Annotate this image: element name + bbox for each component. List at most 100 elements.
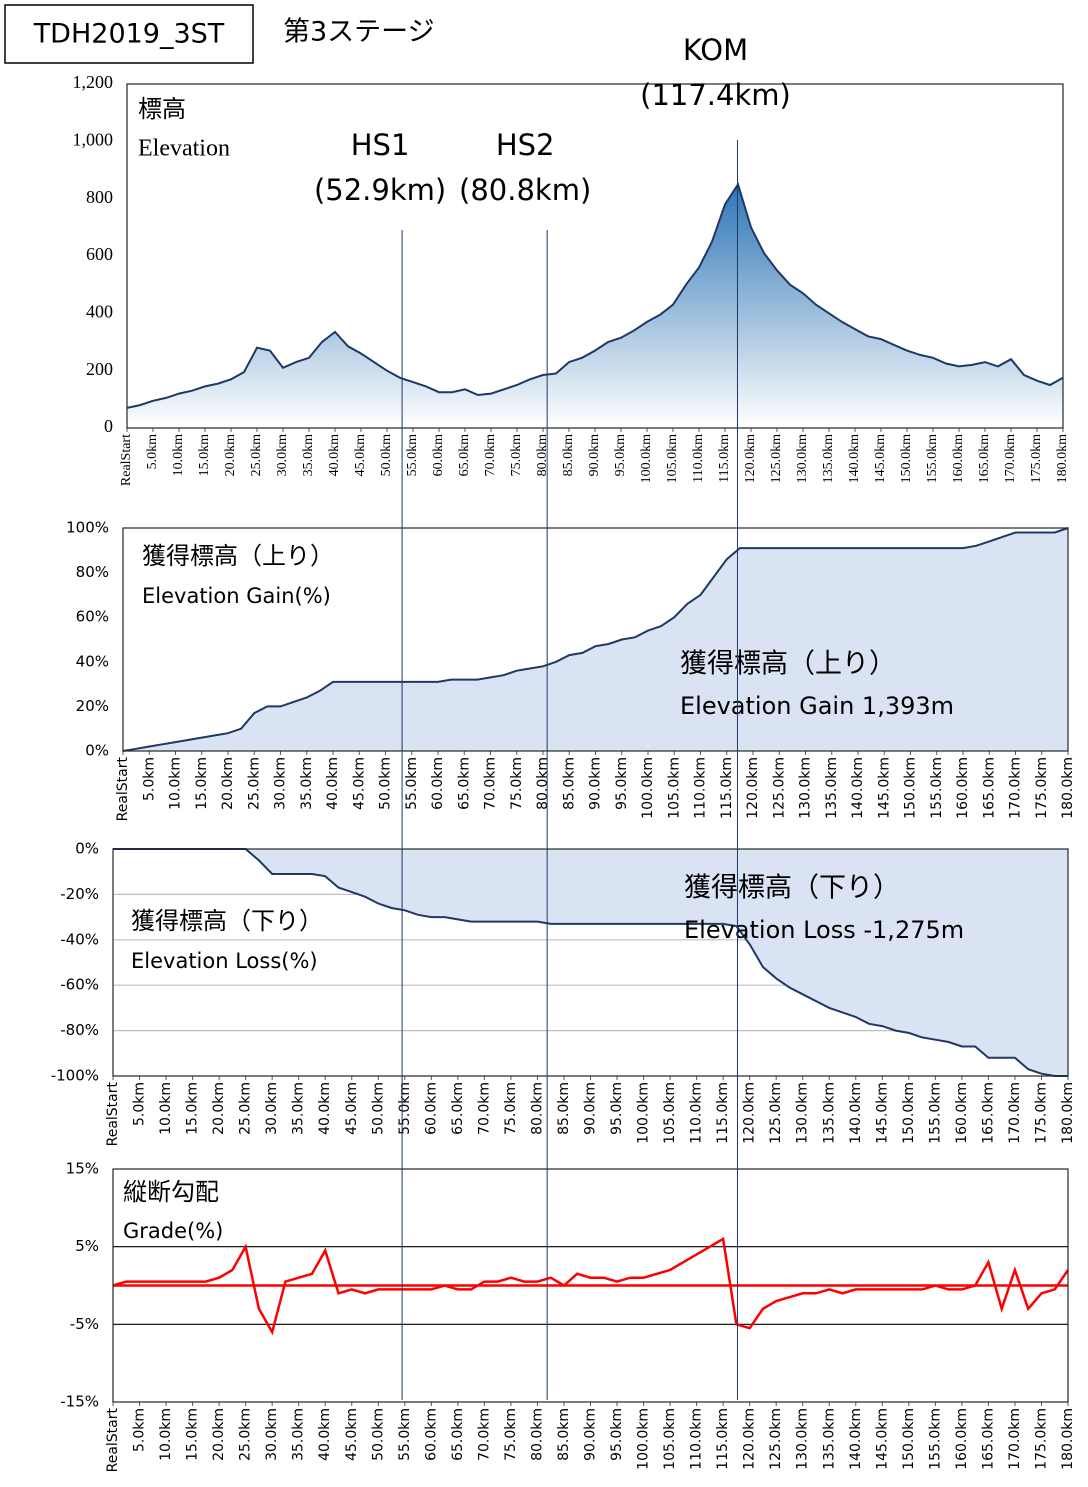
x-tick-label: 150.0km [901, 1082, 917, 1144]
x-tick-label: 175.0km [1033, 1408, 1049, 1470]
panel-subtitle: Grade(%) [123, 1219, 223, 1243]
x-tick-label: 45.0km [351, 757, 367, 810]
x-tick-label: 130.0km [795, 1408, 811, 1470]
y-tick-label: -100% [51, 1067, 99, 1085]
panel-subtitle: Elevation Gain(%) [142, 584, 331, 608]
x-tick-label: 30.0km [264, 1082, 280, 1135]
x-tick-label: 135.0km [821, 1082, 837, 1144]
header-box [4, 4, 254, 64]
x-tick-label: 30.0km [264, 1408, 280, 1461]
x-tick-label: 95.0km [609, 1082, 625, 1135]
y-tick-label: 600 [86, 244, 113, 264]
x-tick-label: 65.0km [456, 757, 472, 810]
area-line [126, 181, 1064, 409]
line [112, 1236, 1070, 1336]
x-tick-label: 90.0km [583, 1082, 599, 1135]
x-tick-label: 115.0km [715, 1082, 731, 1144]
x-tick-label: 125.0km [768, 1408, 784, 1470]
x-tick-label: 120.0km [745, 757, 761, 819]
plot-frame [126, 83, 1064, 429]
x-tick-label: 135.0km [821, 434, 836, 484]
x-tick-label: 100.0km [636, 1408, 652, 1470]
x-tick-label: 105.0km [666, 757, 682, 819]
x-tick-label: 160.0km [951, 434, 966, 484]
x-tick-label: 110.0km [691, 434, 706, 483]
x-tick-label: 25.0km [246, 757, 262, 810]
x-tick-label: 105.0km [662, 1408, 678, 1470]
x-tick-label: 70.0km [483, 757, 499, 810]
y-tick-label: -40% [60, 930, 99, 948]
marker-sublabel: (52.9km) [314, 173, 446, 207]
header-stage: 第3ステージ [283, 17, 435, 48]
x-tick-label: 150.0km [903, 757, 919, 819]
x-tick-label: 130.0km [795, 434, 810, 484]
x-tick-label: 170.0km [1007, 1408, 1023, 1470]
x-tick-label: 165.0km [977, 434, 992, 484]
annotation-title: 獲得標高（上り） [680, 649, 896, 680]
x-tick-label: 60.0km [423, 1082, 439, 1135]
panel-title: 獲得標高（下り） [131, 907, 323, 935]
x-tick-label: 20.0km [223, 434, 238, 477]
x-tick-label: 175.0km [1033, 1082, 1049, 1144]
x-tick-label: 35.0km [291, 1408, 307, 1461]
x-tick-label: 180.0km [1060, 1082, 1076, 1144]
x-tick-label: 130.0km [795, 1082, 811, 1144]
panel-subtitle: Elevation Loss(%) [131, 949, 318, 973]
annotation-text: Elevation Loss -1,275m [684, 916, 964, 944]
x-tick-label: 110.0km [689, 1408, 705, 1470]
x-tick-label: 95.0km [609, 1408, 625, 1461]
y-tick-label: 0 [104, 416, 113, 436]
x-tick-label: 55.0km [405, 434, 420, 477]
x-tick-label: 85.0km [561, 757, 577, 810]
y-tick-label: 80% [76, 563, 109, 581]
x-tick-label: 175.0km [1034, 757, 1050, 819]
x-tick-label: 65.0km [450, 1082, 466, 1135]
x-tick-label: 55.0km [397, 1082, 413, 1135]
x-tick-label: 160.0km [955, 757, 971, 819]
x-tick-label: 65.0km [457, 434, 472, 477]
marker-label: HS2 [496, 128, 555, 162]
x-tick-label: 145.0km [876, 757, 892, 819]
x-tick-label: 120.0km [742, 1082, 758, 1144]
panel-title: 獲得標高（上り） [142, 542, 334, 570]
x-tick-label: 40.0km [317, 1408, 333, 1461]
x-tick-label: 160.0km [954, 1082, 970, 1144]
x-tick-label: 15.0km [185, 1082, 201, 1135]
x-tick-label: 140.0km [847, 434, 862, 484]
x-tick-label: 155.0km [925, 434, 940, 484]
x-tick-label: 35.0km [291, 1082, 307, 1135]
x-tick-label: 90.0km [587, 434, 602, 477]
x-tick-label: 110.0km [693, 757, 709, 819]
x-tick-label: 35.0km [299, 757, 315, 810]
marker-label: HS1 [351, 128, 410, 162]
x-tick-label: 45.0km [344, 1408, 360, 1461]
x-tick-label: 20.0km [211, 1082, 227, 1135]
panel-title: 縦断勾配 [123, 1178, 219, 1206]
x-tick-label: 165.0km [981, 757, 997, 819]
x-tick-label: 5.0km [132, 1082, 148, 1126]
x-tick-label: 45.0km [344, 1082, 360, 1135]
x-tick-label: 10.0km [158, 1082, 174, 1135]
x-tick-label: 105.0km [665, 434, 680, 484]
x-tick-label: 150.0km [899, 434, 914, 484]
annotation-title: 獲得標高（下り） [684, 873, 900, 904]
y-tick-label: 5% [75, 1237, 99, 1255]
y-tick-label: 0% [85, 742, 109, 760]
x-tick-label: 75.0km [503, 1082, 519, 1135]
y-tick-label: -5% [70, 1315, 99, 1333]
x-tick-label: 30.0km [275, 434, 290, 477]
x-tick-label: 70.0km [476, 1082, 492, 1135]
y-tick-label: 20% [76, 697, 109, 715]
x-tick-label: 10.0km [158, 1408, 174, 1461]
x-tick-label: 75.0km [509, 434, 524, 477]
x-tick-label: 40.0km [327, 434, 342, 477]
marker-sublabel: (80.8km) [459, 173, 591, 207]
x-tick-label: 15.0km [197, 434, 212, 477]
plot-frame [122, 527, 1069, 752]
x-tick-label: 140.0km [850, 757, 866, 819]
x-tick-label: 50.0km [370, 1082, 386, 1135]
x-tick-label: 170.0km [1008, 757, 1024, 819]
x-tick-label: 125.0km [769, 434, 784, 484]
x-tick-label: 85.0km [556, 1408, 572, 1461]
x-tick-label: 130.0km [798, 757, 814, 819]
